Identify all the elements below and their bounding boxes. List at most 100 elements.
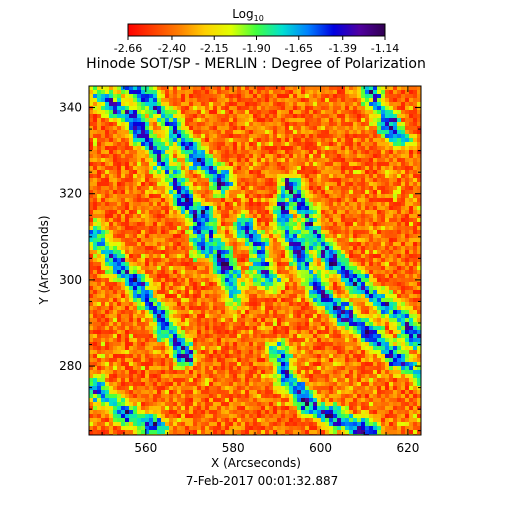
heatmap-cell [221,138,226,143]
heatmap-cell [321,230,326,235]
heatmap-cell [289,226,294,231]
heatmap-cell [197,250,202,255]
heatmap-cell [369,258,374,263]
heatmap-cell [109,186,114,191]
heatmap-cell [233,174,238,179]
heatmap-cell [237,314,242,319]
heatmap-cell [373,310,378,315]
heatmap-cell [265,126,270,131]
heatmap-cell [137,182,142,187]
heatmap-cell [89,302,94,307]
heatmap-cell [185,294,190,299]
heatmap-cell [209,170,214,175]
heatmap-cell [281,318,286,323]
heatmap-cell [297,230,302,235]
heatmap-cell [317,126,322,131]
heatmap-cell [157,218,162,223]
heatmap-cell [213,150,218,155]
heatmap-cell [273,254,278,259]
heatmap-cell [117,102,122,107]
heatmap-cell [201,90,206,95]
heatmap-cell [225,198,230,203]
heatmap-cell [241,246,246,251]
heatmap-cell [389,286,394,291]
heatmap-cell [125,182,130,187]
heatmap-cell [317,158,322,163]
heatmap-cell [245,106,250,111]
heatmap-cell [189,86,194,91]
heatmap-cell [101,282,106,287]
heatmap-cell [89,298,94,303]
heatmap-cell [217,226,222,231]
heatmap-cell [185,206,190,211]
heatmap-cell [181,210,186,215]
heatmap-cell [253,146,258,151]
heatmap-cell [117,126,122,131]
heatmap-cell [209,142,214,147]
heatmap-cell [401,262,406,267]
heatmap-cell [189,322,194,327]
heatmap-cell [217,314,222,319]
heatmap-cell [417,230,421,235]
heatmap-cell [333,258,338,263]
heatmap-cell [201,202,206,207]
heatmap-cell [285,158,290,163]
heatmap-cell [237,122,242,127]
heatmap-cell [213,298,218,303]
heatmap-cell [329,142,334,147]
heatmap-cell [321,170,326,175]
heatmap-cell [269,130,274,135]
heatmap-cell [121,298,126,303]
heatmap-cell [185,314,190,319]
heatmap-cell [357,318,362,323]
heatmap-cell [261,282,266,287]
heatmap-cell [229,106,234,111]
heatmap-cell [257,122,262,127]
heatmap-cell [357,126,362,131]
heatmap-cell [153,298,158,303]
heatmap-cell [325,110,330,115]
heatmap-cell [309,118,314,123]
heatmap-cell [341,114,346,119]
heatmap-cell [305,274,310,279]
heatmap-cell [169,162,174,167]
heatmap-cell [97,302,102,307]
heatmap-cell [277,298,282,303]
heatmap-cell [93,94,98,99]
heatmap-cell [177,138,182,143]
heatmap-cell [257,222,262,227]
heatmap-cell [125,302,130,307]
heatmap-cell [109,138,114,143]
heatmap-cell [409,146,414,151]
heatmap-cell [333,274,338,279]
heatmap-cell [373,218,378,223]
heatmap-cell [185,138,190,143]
heatmap-cell [333,210,338,215]
heatmap-cell [113,102,118,107]
heatmap-cell [365,122,370,127]
heatmap-cell [221,202,226,207]
heatmap-cell [365,110,370,115]
heatmap-cell [345,318,350,323]
heatmap-cell [289,250,294,255]
heatmap-cell [121,238,126,243]
heatmap-cell [369,166,374,171]
heatmap-cell [109,242,114,247]
heatmap-cell [101,146,106,151]
heatmap-cell [97,290,102,295]
heatmap-cell [161,258,166,263]
heatmap-cell [265,250,270,255]
heatmap-cell [289,254,294,259]
heatmap-cell [349,258,354,263]
heatmap-cell [329,302,334,307]
heatmap-cell [333,142,338,147]
heatmap-cell [261,250,266,255]
heatmap-cell [325,222,330,227]
heatmap-cell [149,178,154,183]
heatmap-cell [165,94,170,99]
heatmap-cell [117,322,122,327]
heatmap-cell [141,154,146,159]
heatmap-cell [93,86,98,91]
heatmap-cell [221,282,226,287]
heatmap-cell [361,90,366,95]
